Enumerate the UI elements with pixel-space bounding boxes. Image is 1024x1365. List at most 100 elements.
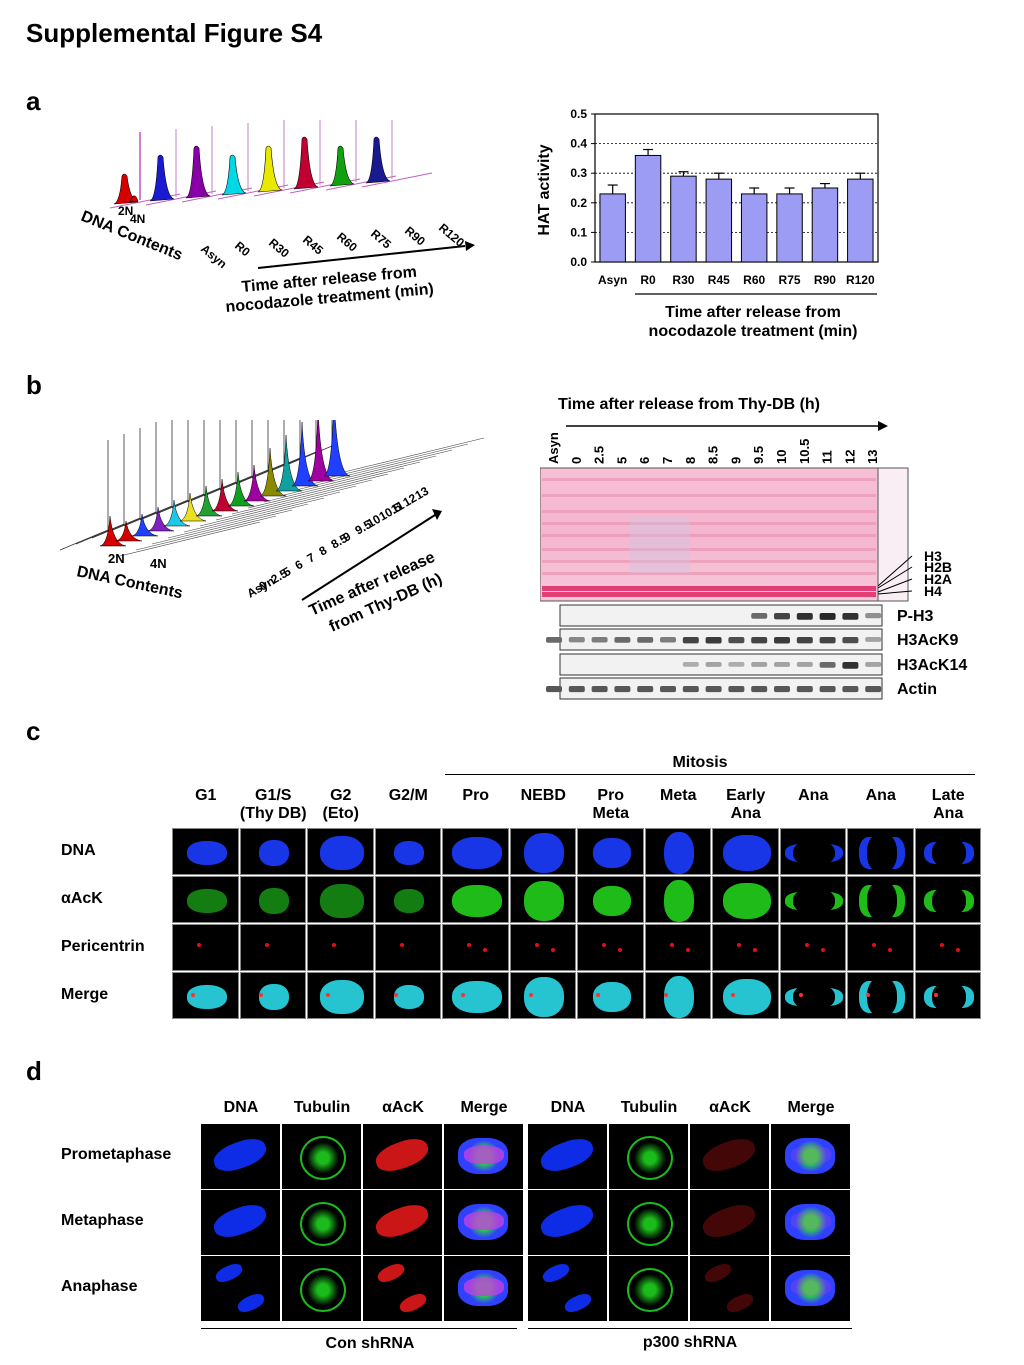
micrograph-cell (363, 1190, 442, 1255)
column-header: Pro Meta (592, 787, 629, 822)
lane-label: 8.5 (706, 446, 721, 464)
flow-peak (227, 471, 255, 507)
histone-connector (877, 555, 913, 587)
blot-band (682, 662, 699, 667)
con-shrna-bracket (201, 1328, 517, 1329)
micrograph-cell (442, 972, 509, 1019)
flow-sample-label: Asyn (198, 242, 229, 272)
blot-band (705, 637, 722, 644)
x-tick-label: R90 (814, 273, 836, 287)
lane-label: Asyn (546, 432, 561, 464)
micrograph-cell (577, 828, 644, 875)
blot-band (728, 662, 745, 667)
micrograph-cell (239, 876, 306, 923)
column-header: G2 (Eto) (322, 787, 359, 822)
y-tick-label: 0.3 (570, 166, 587, 180)
blot-band (819, 686, 836, 693)
lane-label: 10 (774, 450, 789, 464)
lane-label: 9 (728, 457, 743, 464)
micrograph-cell (644, 876, 711, 923)
micrograph-cell (374, 972, 441, 1019)
blot-band (842, 686, 859, 693)
row-label: DNA (61, 842, 96, 859)
micrograph-cell (509, 828, 576, 875)
label-2n: 2N (118, 204, 133, 218)
row-label: Metaphase (61, 1212, 144, 1229)
x-tick-labels: Asyn R0 R30 R45 R60 R75 R90 R120 (598, 273, 875, 287)
lane-label: 11 (820, 450, 835, 464)
column-header: Tubulin (620, 1099, 678, 1116)
lane-labels: Asyn 0 2.5 5 6 7 8 8.5 9 9.5 10 10.5 11 12 13 (546, 432, 880, 464)
flow-baseline (215, 485, 357, 521)
ponceau-band (542, 548, 876, 551)
blot-band (637, 686, 654, 693)
blot-band (796, 637, 813, 644)
flow-baseline (123, 505, 173, 527)
column-header: Meta (660, 787, 697, 804)
flow-peak (275, 434, 303, 492)
flow-sample-label: R0 (232, 239, 253, 260)
bar (811, 187, 839, 263)
row-label: Prometaphase (61, 1146, 172, 1163)
micrograph-cell (239, 972, 306, 1019)
histone-label: H2B (924, 559, 952, 575)
blot-band (591, 637, 608, 643)
micrograph-cell (644, 828, 711, 875)
micrograph-cell (914, 828, 981, 875)
flow-baseline (251, 457, 301, 479)
column-header: G1/S (Thy DB) (239, 787, 307, 822)
flow-peak (329, 145, 355, 187)
column-header: Ana (865, 787, 896, 804)
blot-band (705, 686, 722, 693)
blot-band (865, 686, 882, 693)
blot-band (546, 637, 562, 643)
micrograph-cell (644, 972, 711, 1019)
column-header: Pro (462, 787, 490, 804)
blot-band (728, 686, 745, 693)
blot-time-arrow-head (878, 421, 888, 431)
column-header: DNA (223, 1099, 259, 1116)
flow-baseline (151, 509, 293, 545)
row-label: Anaphase (61, 1278, 138, 1295)
micrograph-cell (307, 924, 374, 971)
flow-peak (365, 136, 391, 184)
flow-baseline (361, 172, 433, 188)
flow-sample-label: 12 (401, 491, 420, 510)
column-header: Merge (460, 1099, 508, 1116)
flow-baseline (343, 437, 485, 473)
micrograph-cell (442, 876, 509, 923)
y-axis-label: HAT activity (536, 144, 553, 235)
flow-baseline (199, 491, 341, 527)
micrograph-cell (771, 1124, 850, 1189)
micrograph-cell (509, 972, 576, 1019)
x-tick-label: R60 (743, 273, 765, 287)
blot-band (546, 686, 562, 693)
ponceau-band (542, 586, 876, 591)
blot-band (842, 662, 859, 669)
micrograph-cell (442, 828, 509, 875)
histone-connector (877, 590, 913, 595)
micrograph-cell (690, 1124, 769, 1189)
column-header: G2/M (388, 787, 428, 804)
micrograph-cell (779, 924, 846, 971)
micrograph-cell (712, 972, 779, 1019)
lane-label: 5 (614, 457, 629, 464)
con-shrna-label: Con shRNA (325, 1335, 415, 1352)
p300-shrna-bracket (528, 1328, 852, 1329)
micrograph-cell (577, 972, 644, 1019)
x-axis-label-line1: Time after release from (665, 304, 841, 321)
flow-peak-4n (129, 195, 139, 203)
flow-baseline (231, 479, 373, 515)
flow-baseline (203, 475, 253, 497)
flow-peak (185, 145, 211, 199)
flow-baseline (279, 461, 421, 497)
blot-band (614, 686, 631, 693)
blot-band (774, 613, 790, 620)
micrograph-cell (847, 876, 914, 923)
flow-baseline (235, 463, 285, 485)
grid-lines (591, 113, 878, 263)
row-label: Merge (61, 986, 109, 1003)
lane-label: 7 (660, 457, 675, 464)
panel-a-flow-histograms: 2N 4N DNA Contents Asyn R0 R30 R45 R60 R75 R90… (79, 120, 475, 316)
micrograph-cell (239, 828, 306, 875)
